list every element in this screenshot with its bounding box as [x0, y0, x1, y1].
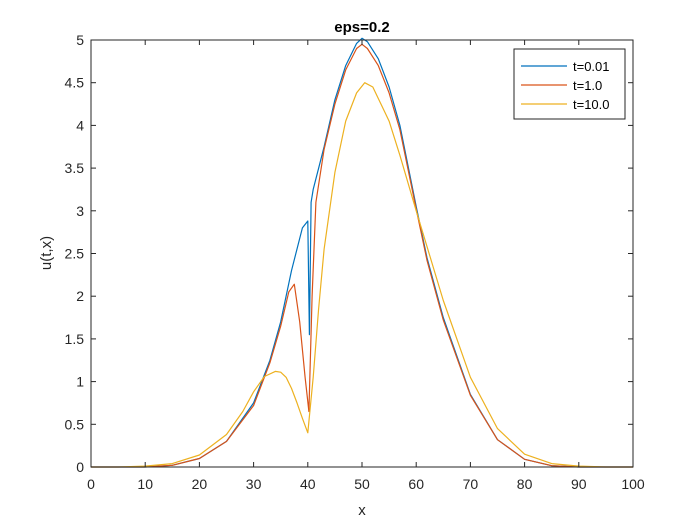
- y-tick-label: 4: [76, 117, 84, 133]
- y-tick-label: 1: [76, 374, 84, 390]
- legend-entries: t=0.01 t=1.0 t=10.0: [521, 59, 610, 112]
- x-tick-label: 50: [354, 476, 370, 492]
- legend: t=0.01 t=1.0 t=10.0: [513, 48, 626, 120]
- y-tick-label: 3: [76, 203, 84, 219]
- y-tick-label: 3.5: [65, 160, 85, 176]
- x-axis-label: x: [358, 502, 366, 519]
- series-layer: [91, 37, 633, 468]
- x-tick-label: 0: [87, 476, 95, 492]
- y-tick-label: 5: [76, 32, 84, 48]
- legend-label: t=1.0: [573, 78, 602, 93]
- series-line-t=10.0: [91, 82, 633, 468]
- x-tick-label: 30: [246, 476, 262, 492]
- y-tick-label: 0: [76, 459, 84, 475]
- y-axis-label: u(t,x): [38, 236, 55, 270]
- legend-label: t=0.01: [573, 59, 610, 74]
- y-tick-label: 0.5: [65, 416, 85, 432]
- x-tick-label: 70: [463, 476, 479, 492]
- x-tick-label: 80: [517, 476, 533, 492]
- x-tick-label: 60: [408, 476, 424, 492]
- chart-title: eps=0.2: [334, 19, 389, 36]
- series-line-t=1.0: [91, 43, 633, 468]
- y-tick-label: 1.5: [65, 331, 85, 347]
- x-tick-label: 90: [571, 476, 587, 492]
- x-tick-label: 10: [137, 476, 153, 492]
- y-tick-label: 4.5: [65, 75, 85, 91]
- x-tick-label: 100: [621, 476, 645, 492]
- tick-layer: 0 10 20 30 40 50 60 70 80 90 100 0 0.5 1 1.5 2 2.5 3 3.5 4 4…: [65, 32, 645, 492]
- legend-label: t=10.0: [573, 97, 610, 112]
- legend-box: [513, 48, 626, 120]
- y-tick-label: 2: [76, 288, 84, 304]
- x-tick-label: 20: [192, 476, 208, 492]
- x-tick-label: 40: [300, 476, 316, 492]
- y-tick-label: 2.5: [65, 246, 85, 262]
